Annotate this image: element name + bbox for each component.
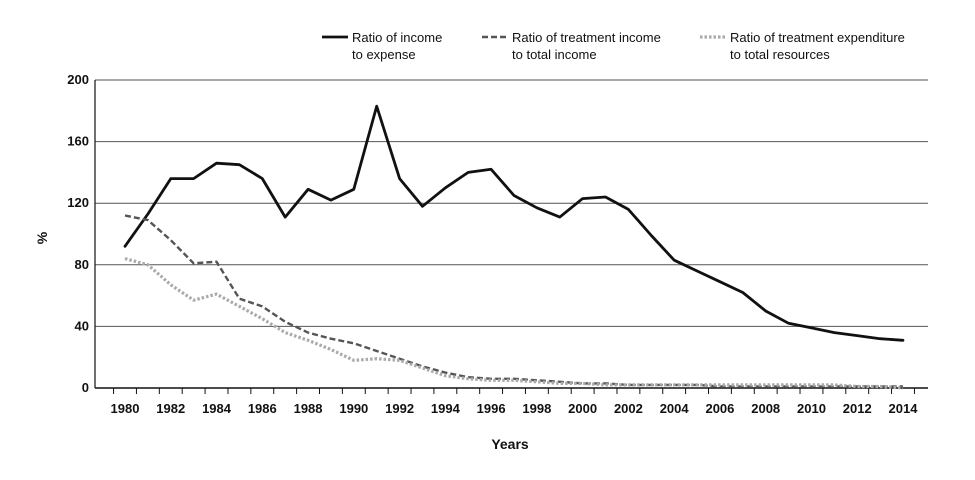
axes	[94, 80, 928, 394]
y-axis-label: %	[34, 231, 50, 244]
x-axis-label: Years	[491, 436, 529, 452]
y-tick-label: 160	[67, 134, 89, 149]
y-tick-label: 0	[82, 380, 89, 395]
legend-label: to expense	[352, 47, 416, 62]
y-axis-ticks: 0 40 80 120 160 200	[67, 72, 89, 395]
legend: Ratio of income to expense Ratio of treatm…	[322, 30, 905, 62]
line-treatment-income-ratio	[124, 214, 903, 388]
x-tick-label: 2012	[843, 401, 872, 416]
legend-label: to total income	[512, 47, 597, 62]
y-tick-label: 120	[67, 195, 89, 210]
y-tick-label: 80	[75, 257, 89, 272]
legend-item-income-to-expense: Ratio of income to expense	[322, 30, 442, 62]
legend-label: Ratio of treatment expenditure	[730, 30, 905, 45]
x-tick-label: 2002	[614, 401, 643, 416]
x-tick-label: 1994	[431, 401, 461, 416]
x-tick-label: 1980	[111, 401, 140, 416]
x-tick-label: 1996	[477, 401, 506, 416]
legend-label: Ratio of income	[352, 30, 442, 45]
x-tick-label: 1982	[156, 401, 185, 416]
y-tick-label: 200	[67, 72, 89, 87]
x-tick-label: 1990	[339, 401, 368, 416]
x-tick-label: 1986	[248, 401, 277, 416]
gridlines	[95, 79, 928, 327]
y-tick-label: 40	[75, 318, 89, 333]
x-axis-ticks: 1980 1982 1984 1986 1988 1990 1992 1994 1996 1998…	[111, 401, 919, 416]
x-tick-label: 1988	[294, 401, 323, 416]
x-tick-label: 2006	[705, 401, 734, 416]
x-tick-label: 1992	[385, 401, 414, 416]
x-tick-label: 2008	[751, 401, 780, 416]
x-tick-label: 2010	[797, 401, 826, 416]
x-tick-label: 1984	[202, 401, 232, 416]
legend-item-treatment-income: Ratio of treatment income to total income	[482, 30, 661, 62]
legend-label: to total resources	[730, 47, 830, 62]
series-lines	[123, 104, 905, 390]
x-tick-label: 2000	[568, 401, 597, 416]
legend-item-treatment-expenditure: Ratio of treatment expenditure to total r…	[700, 30, 905, 62]
x-tick-label: 2004	[660, 401, 690, 416]
x-tick-label: 2014	[889, 401, 919, 416]
x-tick-label: 1998	[522, 401, 551, 416]
line-income-to-expense	[123, 104, 905, 342]
line-treatment-expenditure-ratio	[124, 257, 904, 390]
legend-label: Ratio of treatment income	[512, 30, 661, 45]
